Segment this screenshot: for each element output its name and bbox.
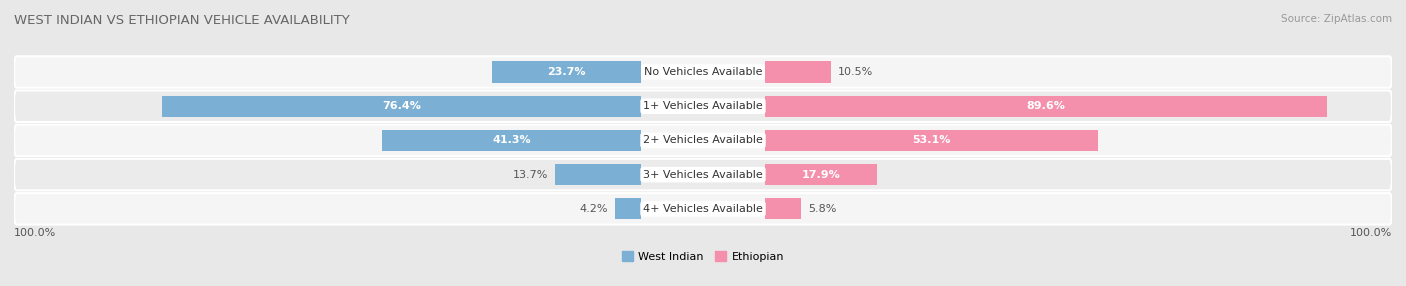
FancyBboxPatch shape [14,159,1392,190]
Text: 10.5%: 10.5% [838,67,873,77]
Text: 41.3%: 41.3% [492,136,531,146]
Text: 100.0%: 100.0% [1350,229,1392,239]
FancyBboxPatch shape [14,90,1392,122]
Legend: West Indian, Ethiopian: West Indian, Ethiopian [621,251,785,262]
Text: 76.4%: 76.4% [382,101,420,111]
Bar [765,198,801,219]
Text: No Vehicles Available: No Vehicles Available [644,67,762,77]
Text: WEST INDIAN VS ETHIOPIAN VEHICLE AVAILABILITY: WEST INDIAN VS ETHIOPIAN VEHICLE AVAILAB… [14,14,350,27]
Bar [765,164,877,185]
Text: 2+ Vehicles Available: 2+ Vehicles Available [643,136,763,146]
Text: 4+ Vehicles Available: 4+ Vehicles Available [643,204,763,214]
Text: 100.0%: 100.0% [14,229,56,239]
Text: 13.7%: 13.7% [513,170,548,180]
FancyBboxPatch shape [14,125,1392,156]
Text: 1+ Vehicles Available: 1+ Vehicles Available [643,101,763,111]
Bar [492,61,641,83]
Bar [162,96,641,117]
Text: 5.8%: 5.8% [808,204,837,214]
Text: 17.9%: 17.9% [801,170,841,180]
Text: 23.7%: 23.7% [547,67,586,77]
Text: 89.6%: 89.6% [1026,101,1066,111]
Text: 3+ Vehicles Available: 3+ Vehicles Available [643,170,763,180]
Text: 4.2%: 4.2% [579,204,607,214]
FancyBboxPatch shape [14,193,1392,225]
Bar [765,130,1098,151]
Bar [765,61,831,83]
Text: 53.1%: 53.1% [912,136,950,146]
FancyBboxPatch shape [14,56,1392,88]
Bar [614,198,641,219]
Bar [555,164,641,185]
Text: Source: ZipAtlas.com: Source: ZipAtlas.com [1281,14,1392,24]
Bar [382,130,641,151]
Bar [765,96,1327,117]
